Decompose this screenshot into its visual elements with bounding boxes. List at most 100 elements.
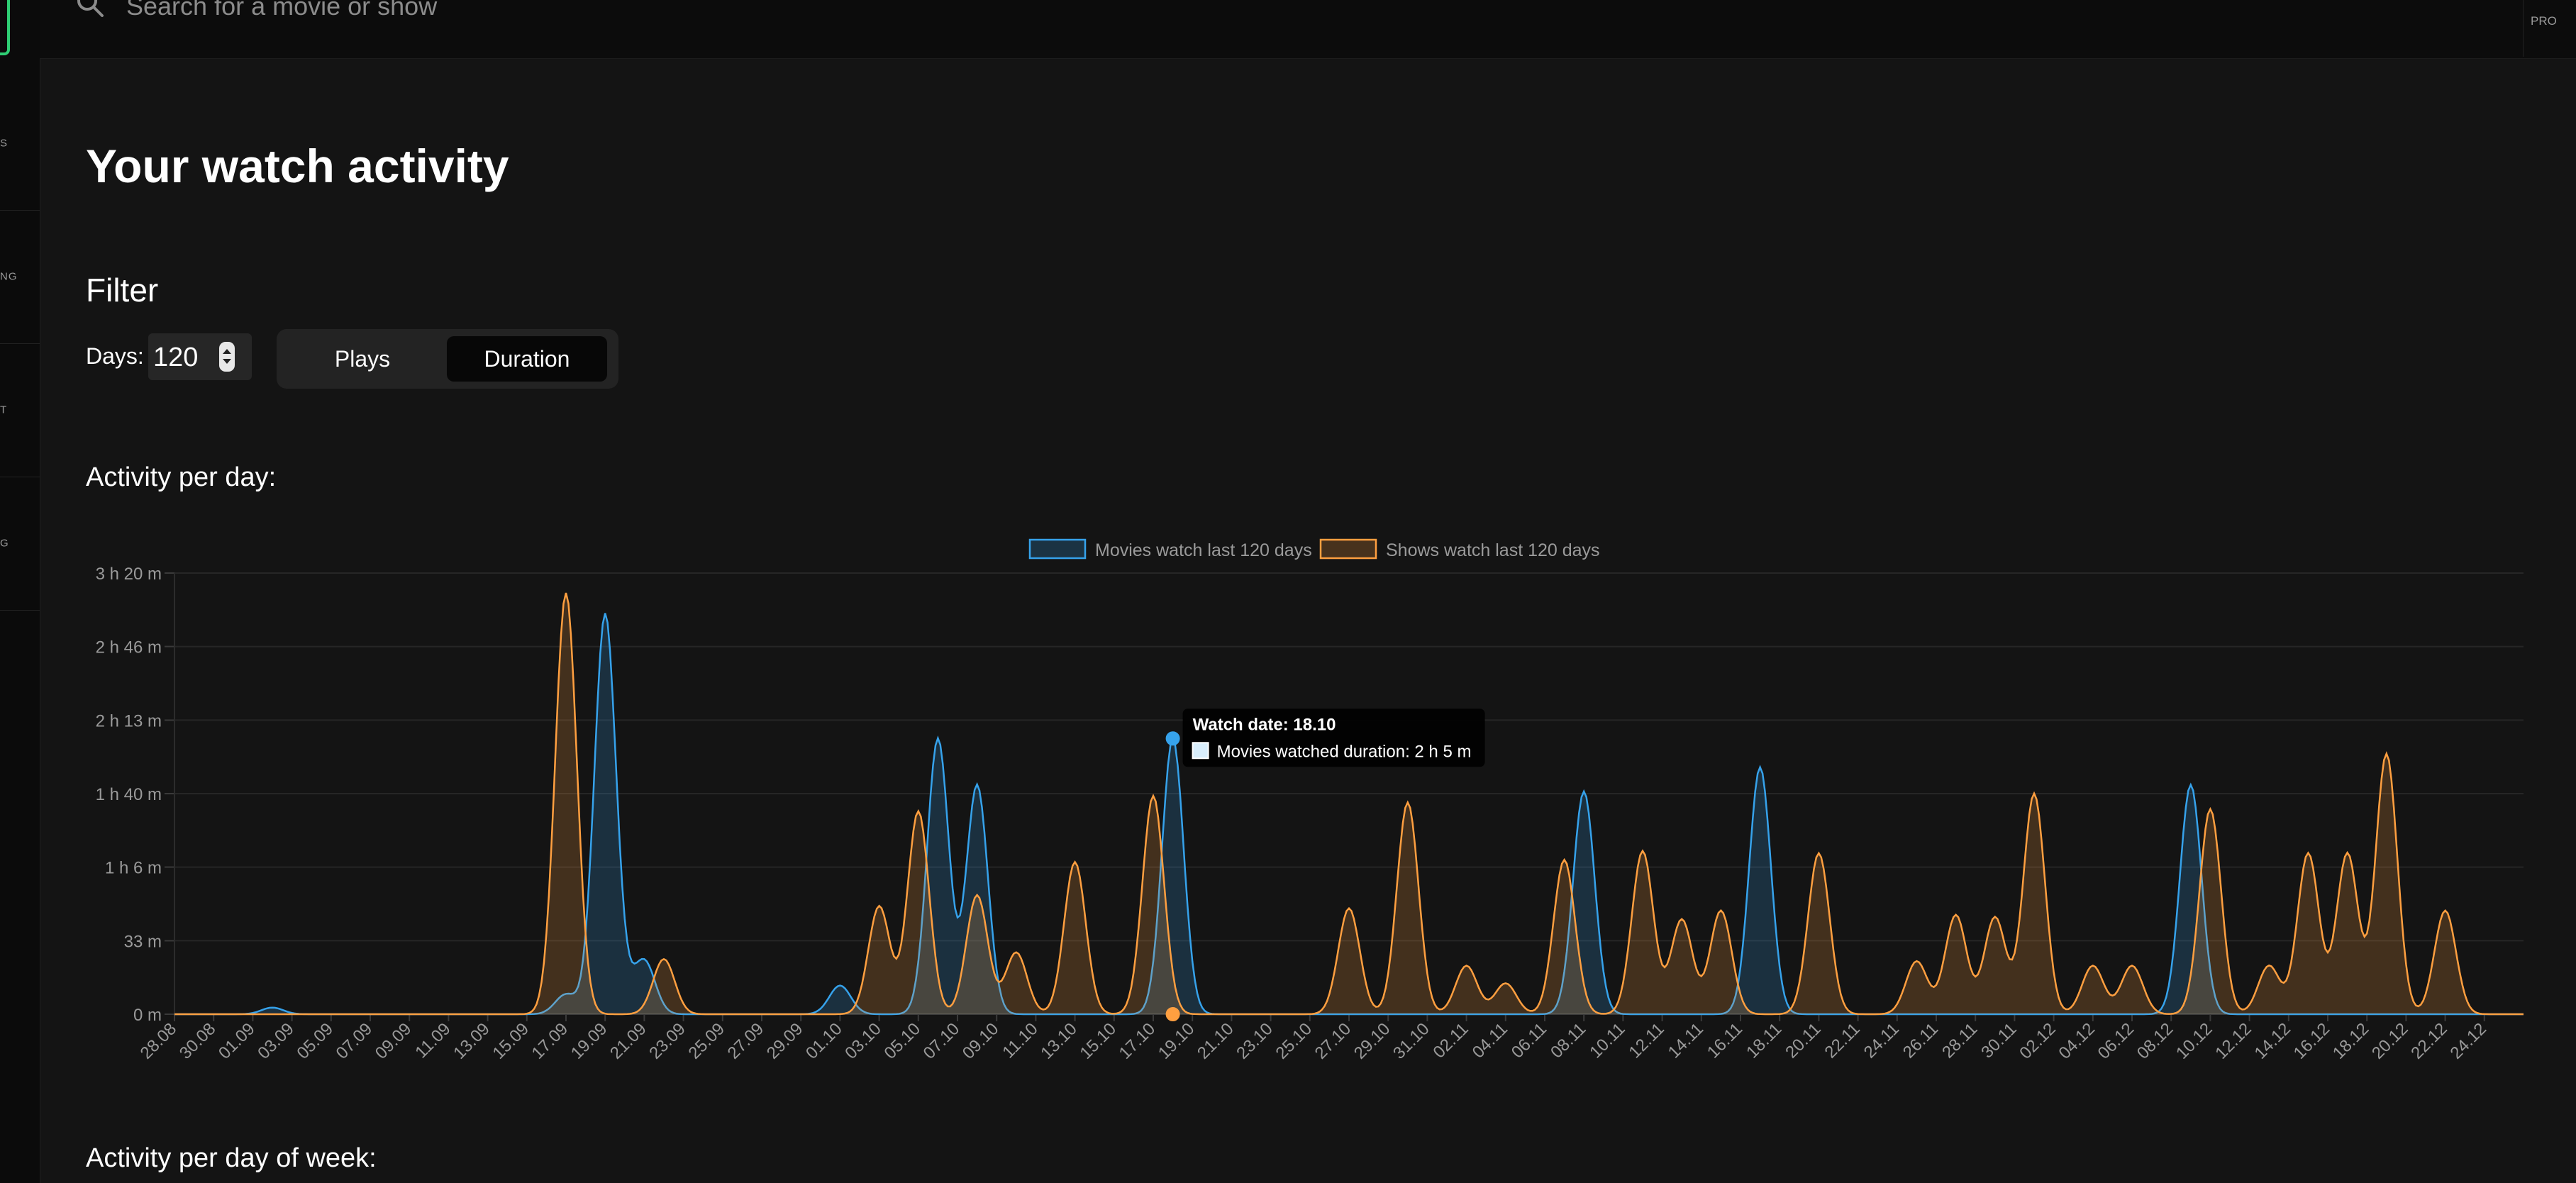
y-axis-labels: 0 m 33 m 1 h 6 m 1 h 40 m 2 h 13 m 2 h 46 m 3 …: [96, 565, 162, 1025]
x-tick-label: 31.10: [1389, 1019, 1433, 1063]
series-area: [174, 593, 2524, 1014]
top-bar: PRO: [40, 0, 2576, 59]
x-tick-label: 23.10: [1233, 1019, 1277, 1063]
page-title: Your watch activity: [86, 140, 509, 192]
legend-label[interactable]: Shows watch last 120 days: [1386, 540, 1600, 560]
x-tick-label: 18.11: [1743, 1019, 1785, 1062]
x-tick-label: 10.11: [1586, 1019, 1628, 1062]
x-tick-label: 24.12: [2446, 1019, 2490, 1063]
filter-heading: Filter: [86, 272, 159, 309]
shows-hover-point[interactable]: [1165, 1007, 1180, 1021]
x-tick-label: 22.12: [2407, 1019, 2451, 1063]
duration-button[interactable]: Duration: [447, 336, 607, 382]
x-tick-label: 02.11: [1430, 1019, 1472, 1062]
sidebar-item-3[interactable]: T: [0, 343, 40, 477]
x-tick-label: 05.10: [880, 1019, 924, 1063]
x-tick-label: 17.10: [1116, 1019, 1160, 1063]
x-tick-label: 27.10: [1311, 1019, 1355, 1063]
x-tick-label: 03.10: [841, 1019, 885, 1063]
x-tick-label: 19.09: [567, 1019, 611, 1063]
sidebar-item-1-label: S: [0, 137, 9, 150]
x-tick-label: 04.12: [2055, 1019, 2099, 1063]
legend-swatch[interactable]: [1319, 538, 1377, 560]
profile-label: PRO: [2531, 14, 2557, 28]
y-tick-label: 3 h 20 m: [96, 565, 162, 584]
days-stepper[interactable]: [219, 342, 235, 372]
x-tick-label: 25.10: [1272, 1019, 1316, 1063]
x-tick-label: 01.10: [802, 1019, 846, 1063]
x-tick-label: 28.11: [1938, 1019, 1981, 1062]
x-tick-label: 14.11: [1665, 1019, 1707, 1062]
tooltip-body: Movies watched duration: 2 h 5 m: [1217, 742, 1472, 761]
days-input-box: [148, 333, 252, 380]
search-icon: [77, 0, 104, 17]
x-axis-labels: 28.0830.0801.0903.0905.0907.0909.0911.09…: [137, 1019, 2490, 1063]
sidebar-item-3-label: T: [0, 404, 8, 416]
x-tick-label: 03.09: [254, 1019, 298, 1063]
x-tick-label: 12.12: [2211, 1019, 2255, 1063]
sidebar-item-1[interactable]: S: [0, 77, 40, 211]
x-tick-label: 04.11: [1469, 1019, 1511, 1062]
x-tick-label: 10.12: [2172, 1019, 2216, 1063]
x-tick-label: 15.09: [489, 1019, 533, 1063]
x-tick-label: 23.09: [645, 1019, 689, 1063]
y-tick-label: 2 h 13 m: [96, 711, 162, 731]
legend-label[interactable]: Movies watch last 120 days: [1095, 540, 1312, 560]
x-tick-label: 07.10: [920, 1019, 964, 1063]
x-tick-label: 09.10: [959, 1019, 1003, 1063]
x-tick-label: 07.09: [333, 1019, 377, 1063]
legend-swatch[interactable]: [1028, 538, 1087, 560]
series-line[interactable]: [174, 613, 2524, 1016]
x-tick-label: 08.11: [1547, 1019, 1589, 1062]
x-tick-label: 26.11: [1899, 1019, 1942, 1062]
sidebar-item-4-label: G: [0, 537, 9, 550]
profile-button[interactable]: PRO: [2523, 0, 2576, 57]
x-tick-label: 21.09: [606, 1019, 650, 1063]
x-tick-label: 18.12: [2329, 1019, 2373, 1063]
x-tick-label: 06.11: [1508, 1019, 1550, 1062]
x-tick-label: 02.12: [2016, 1019, 2060, 1063]
x-tick-label: 30.11: [1977, 1019, 2020, 1062]
y-tick-label: 2 h 46 m: [96, 638, 162, 657]
days-label: Days:: [86, 343, 144, 369]
y-tick-label: 0 m: [133, 1006, 162, 1025]
app-logo[interactable]: [0, 0, 10, 55]
x-tick-label: 29.09: [763, 1019, 807, 1063]
x-tick-label: 19.10: [1155, 1019, 1199, 1063]
series-line[interactable]: [174, 592, 2524, 1016]
plays-button[interactable]: Plays: [282, 336, 443, 382]
x-tick-label: 28.08: [137, 1019, 181, 1063]
x-tick-label: 22.11: [1821, 1019, 1864, 1062]
x-tick-label: 13.10: [1037, 1019, 1081, 1063]
day-of-week-heading: Activity per day of week:: [86, 1143, 377, 1173]
x-tick-label: 20.12: [2368, 1019, 2412, 1063]
x-tick-label: 16.11: [1704, 1019, 1746, 1062]
x-tick-label: 01.09: [215, 1019, 259, 1063]
sidebar: S NG T G: [0, 0, 40, 1183]
x-tick-label: 20.11: [1782, 1019, 1824, 1062]
x-tick-label: 05.09: [293, 1019, 337, 1063]
x-tick-label: 08.12: [2133, 1019, 2177, 1063]
x-tick-label: 13.09: [450, 1019, 494, 1063]
y-tick-label: 1 h 6 m: [105, 859, 162, 878]
x-tick-label: 11.09: [411, 1019, 454, 1062]
x-tick-label: 25.09: [684, 1019, 728, 1063]
x-tick-label: 06.12: [2094, 1019, 2138, 1063]
stepper-down-icon[interactable]: [223, 359, 231, 364]
y-tick-label: 33 m: [124, 932, 162, 951]
tooltip-swatch: [1192, 742, 1209, 760]
sidebar-item-4[interactable]: G: [0, 477, 40, 611]
stepper-up-icon[interactable]: [223, 349, 231, 354]
tooltip-title: Watch date: 18.10: [1193, 715, 1336, 734]
tooltip-box: [1182, 709, 1485, 767]
x-tick-label: 27.09: [724, 1019, 768, 1063]
sidebar-item-2[interactable]: NG: [0, 210, 40, 344]
days-input[interactable]: [152, 342, 220, 373]
x-tick-label: 29.10: [1350, 1019, 1394, 1063]
search-input[interactable]: [125, 0, 1121, 28]
movies-hover-point[interactable]: [1165, 731, 1180, 746]
x-tick-label: 21.10: [1194, 1019, 1238, 1063]
x-tick-label: 12.11: [1626, 1019, 1668, 1062]
x-tick-label: 30.08: [176, 1019, 220, 1063]
